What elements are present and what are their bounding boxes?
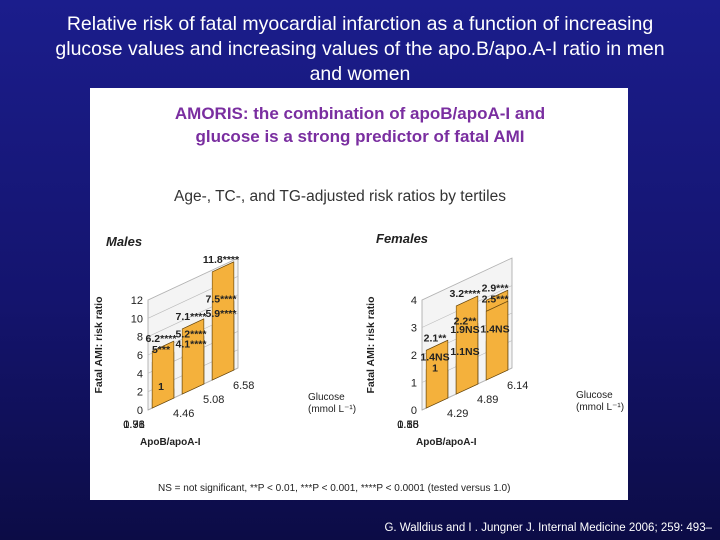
- data-label: 1: [432, 363, 438, 375]
- females-ylabel: Fatal AMI: risk ratio: [365, 296, 377, 393]
- figure-panel: AMORIS: the combination of apoB/apoA-I a…: [90, 88, 628, 500]
- apob-tertile-label: 0.98: [123, 419, 144, 431]
- bar: [425, 339, 449, 409]
- data-label: 5***: [152, 344, 171, 356]
- bar: [485, 300, 509, 381]
- glucose-tertile-label: 5.08: [203, 394, 224, 406]
- data-label: 2.9***: [482, 282, 510, 294]
- figure-footnote: NS = not significant, **P < 0.01, ***P <…: [158, 483, 510, 494]
- data-label: 1.4NS: [420, 352, 449, 364]
- y-tick-label: 8: [137, 332, 143, 344]
- slide-title: Relative risk of fatal myocardial infarc…: [55, 13, 665, 82]
- apob-tertile-label: 0.71: [123, 419, 144, 431]
- glucose-tertile-label: 4.29: [447, 408, 468, 420]
- data-label: 7.1****: [176, 311, 208, 323]
- apob-tertile-label: 0.85: [397, 419, 418, 431]
- glucose-tertile-label: 6.14: [507, 380, 528, 392]
- gridline: [147, 257, 239, 301]
- data-label: 4.1****: [176, 338, 208, 350]
- glucose-tertile-label: 4.46: [173, 408, 194, 420]
- bar: [455, 295, 479, 395]
- figure-header-line2: glucose is a strong predictor of fatal A…: [195, 127, 524, 146]
- data-label: 7.5****: [206, 293, 238, 305]
- figure-subtitle: Age-, TC-, and TG-adjusted risk ratios b…: [174, 188, 506, 205]
- bar: [211, 261, 235, 381]
- y-tick-label: 2: [411, 350, 417, 362]
- gridline: [421, 257, 513, 301]
- data-label: 5.2****: [176, 328, 208, 340]
- males-glucose-label: Glucose (mmol L⁻¹): [308, 392, 356, 415]
- y-tick-label: 0: [137, 405, 143, 417]
- females-title: Females: [376, 231, 428, 246]
- y-tick-label: 4: [137, 368, 143, 380]
- data-label: 6.2****: [146, 333, 178, 345]
- data-label: 5.9****: [206, 308, 238, 320]
- figure-svg: AMORIS: the combination of apoB/apoA-I a…: [93, 104, 624, 494]
- data-label: 2.2**: [454, 316, 478, 328]
- citation: G. Walldius and I . Jungner J. Internal …: [384, 522, 712, 534]
- y-tick-label: 6: [137, 350, 143, 362]
- data-label: 2.1**: [424, 332, 448, 344]
- males-chart: Males Fatal AMI: risk ratio ApoB/apoA-I …: [93, 234, 356, 448]
- males-ylabel: Fatal AMI: risk ratio: [93, 296, 105, 393]
- glucose-tertile-label: 6.58: [233, 380, 254, 392]
- females-apob-label: ApoB/apoA-I: [416, 437, 477, 448]
- data-label: 1: [158, 381, 164, 393]
- figure-header-line1: AMORIS: the combination of apoB/apoA-I a…: [175, 104, 545, 123]
- y-tick-label: 2: [137, 387, 143, 399]
- apob-tertile-label: 0.58: [397, 419, 418, 431]
- data-label: 3.2****: [450, 288, 482, 300]
- data-label: 11.8****: [203, 254, 240, 266]
- females-chart: Females Fatal AMI: risk ratio ApoB/apoA-…: [365, 231, 624, 448]
- y-tick-label: 10: [131, 313, 143, 325]
- males-title: Males: [106, 234, 142, 249]
- glucose-tertile-label: 4.89: [477, 394, 498, 406]
- y-tick-label: 3: [411, 323, 417, 335]
- y-tick-label: 1: [411, 378, 417, 390]
- y-tick-label: 4: [411, 295, 417, 307]
- data-label: 1.4NS: [480, 324, 509, 336]
- apob-tertile-label: 1.16: [397, 419, 418, 431]
- data-label: 1.9NS: [450, 324, 479, 336]
- females-glucose-label: Glucose (mmol L⁻¹): [576, 390, 624, 413]
- bar: [151, 340, 175, 409]
- y-tick-label: 0: [411, 405, 417, 417]
- males-apob-label: ApoB/apoA-I: [140, 437, 201, 448]
- bar: [181, 318, 205, 395]
- data-label: 2.5***: [482, 293, 510, 305]
- data-label: 1.1NS: [450, 346, 479, 358]
- y-tick-label: 12: [131, 295, 143, 307]
- apob-tertile-label: 1.36: [123, 419, 144, 431]
